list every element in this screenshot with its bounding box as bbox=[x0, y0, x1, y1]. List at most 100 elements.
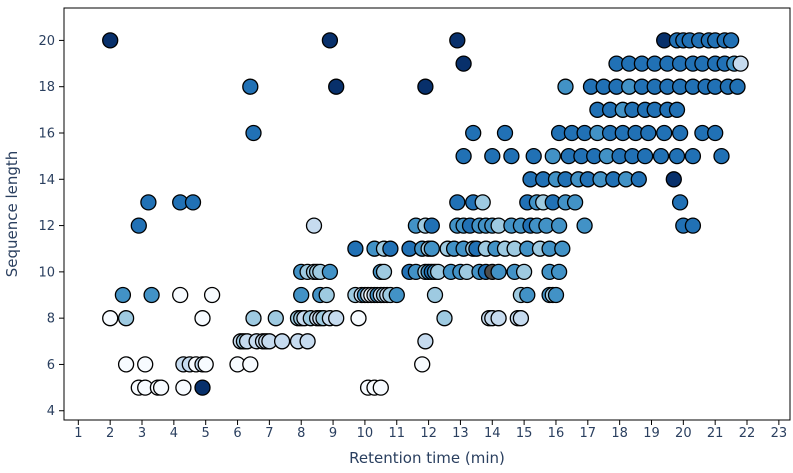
scatter-point bbox=[382, 240, 399, 257]
scatter-point bbox=[490, 263, 507, 281]
scatter-point bbox=[707, 124, 724, 142]
scatter-point bbox=[547, 286, 565, 304]
x-tick-label: 17 bbox=[580, 426, 597, 441]
scatter-point bbox=[671, 194, 689, 211]
scatter-point bbox=[197, 356, 214, 373]
x-tick-label: 20 bbox=[675, 426, 692, 441]
y-tick-label: 18 bbox=[38, 80, 55, 95]
scatter-point bbox=[525, 147, 542, 165]
scatter-point bbox=[671, 124, 689, 142]
scatter-point bbox=[668, 147, 686, 165]
x-tick-label: 11 bbox=[388, 426, 405, 441]
x-tick-label: 21 bbox=[707, 426, 724, 441]
scatter-point bbox=[449, 32, 466, 49]
scatter-point bbox=[347, 240, 364, 257]
y-tick-label: 8 bbox=[47, 312, 55, 327]
scatter-point bbox=[242, 78, 259, 95]
scatter-point bbox=[375, 263, 393, 281]
y-tick-label: 12 bbox=[38, 219, 55, 234]
scatter-point bbox=[729, 78, 746, 95]
scatter-point bbox=[372, 379, 389, 396]
scatter-point bbox=[299, 333, 316, 350]
x-tick-label: 9 bbox=[329, 426, 337, 441]
scatter-point bbox=[455, 147, 472, 165]
scatter-point bbox=[557, 78, 574, 95]
scatter-point bbox=[305, 217, 323, 234]
scatter-point bbox=[140, 194, 157, 211]
scatter-point bbox=[713, 147, 730, 165]
x-tick-label: 23 bbox=[771, 426, 788, 441]
scatter-point bbox=[630, 171, 647, 188]
x-tick-label: 5 bbox=[202, 426, 210, 441]
y-axis-title: Sequence length bbox=[3, 151, 21, 278]
scatter-point bbox=[152, 379, 170, 396]
scatter-point bbox=[512, 310, 530, 327]
scatter-point bbox=[436, 310, 453, 327]
scatter-point bbox=[184, 194, 202, 211]
scatter-point bbox=[117, 356, 135, 373]
scatter-point bbox=[130, 217, 147, 234]
x-tick-label: 8 bbox=[297, 426, 305, 441]
scatter-point bbox=[273, 333, 291, 350]
x-tick-label: 1 bbox=[74, 426, 82, 441]
x-tick-label: 6 bbox=[233, 426, 241, 441]
scatter-point bbox=[652, 147, 670, 165]
scatter-point bbox=[449, 194, 466, 211]
y-tick-label: 6 bbox=[47, 358, 55, 373]
scatter-point bbox=[426, 286, 444, 304]
x-tick-label: 14 bbox=[484, 426, 501, 441]
scatter-point bbox=[417, 333, 434, 350]
scatter-point bbox=[194, 310, 211, 327]
x-tick-label: 16 bbox=[548, 426, 565, 441]
y-tick-label: 10 bbox=[38, 265, 55, 280]
scatter-point bbox=[328, 78, 345, 95]
y-tick-label: 16 bbox=[38, 126, 55, 141]
scatter-point bbox=[474, 194, 491, 211]
x-axis: 1 2 3 4 5 6 7 8 9 10 11 12 13 14 15 16 17 18 19 20 21 22 23 bbox=[74, 420, 787, 441]
scatter-point bbox=[550, 217, 568, 234]
scatter-point bbox=[484, 147, 501, 165]
scatter-point bbox=[496, 124, 514, 142]
y-axis: 4 6 8 10 12 14 16 18 20 bbox=[38, 34, 64, 419]
x-tick-label: 13 bbox=[452, 426, 469, 441]
scatter-point bbox=[117, 310, 135, 327]
scatter-point bbox=[684, 147, 702, 165]
scatter-point bbox=[114, 286, 132, 304]
scatter-point bbox=[245, 310, 262, 327]
scatter-point bbox=[576, 217, 593, 234]
scatter-point bbox=[656, 124, 673, 142]
scatter-point bbox=[550, 263, 568, 281]
scatter-point bbox=[668, 101, 686, 118]
x-tick-label: 3 bbox=[138, 426, 146, 441]
scatter-point bbox=[245, 124, 262, 142]
scatter-point bbox=[503, 147, 520, 165]
scatter-point bbox=[194, 379, 211, 396]
x-tick-label: 12 bbox=[420, 426, 437, 441]
scatter-point bbox=[172, 286, 189, 304]
scatter-point bbox=[242, 356, 259, 373]
scatter-point bbox=[328, 310, 345, 327]
x-tick-label: 22 bbox=[739, 426, 756, 441]
scatter-point bbox=[203, 286, 221, 304]
points-layer bbox=[102, 32, 749, 396]
scatter-point bbox=[423, 217, 440, 234]
scatter-point bbox=[515, 263, 533, 281]
x-tick-label: 18 bbox=[611, 426, 628, 441]
scatter-point bbox=[267, 310, 284, 327]
scatter-point bbox=[544, 147, 561, 165]
scatter-point bbox=[321, 263, 339, 281]
scatter-point bbox=[102, 32, 119, 49]
scatter-point bbox=[417, 78, 434, 95]
scatter-point bbox=[455, 55, 472, 72]
scatter-point bbox=[732, 55, 749, 72]
x-tick-label: 2 bbox=[106, 426, 114, 441]
scatter-point bbox=[321, 32, 339, 49]
scatter-point bbox=[465, 124, 482, 142]
scatter-point bbox=[636, 147, 654, 165]
scatter-point bbox=[566, 194, 584, 211]
y-tick-label: 14 bbox=[38, 173, 55, 188]
y-tick-label: 4 bbox=[47, 404, 55, 419]
scatter-point bbox=[554, 240, 571, 257]
